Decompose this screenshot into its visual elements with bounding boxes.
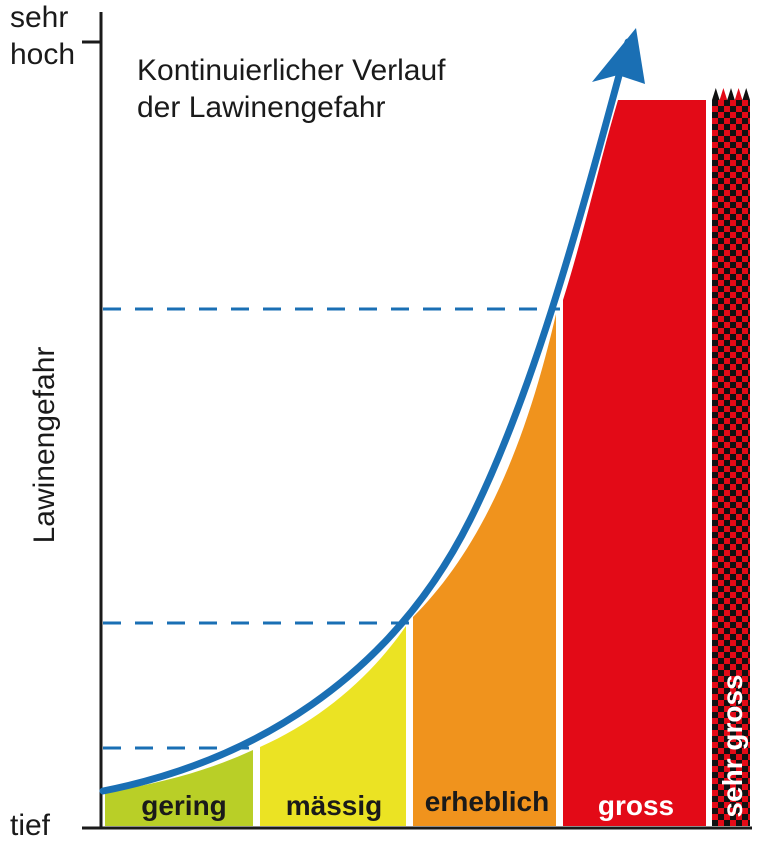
y-bottom-label: tief: [10, 809, 51, 842]
sehr-gross-top-spike: [742, 88, 750, 100]
category-label-maessig: mässig: [286, 790, 383, 821]
y-axis-title: Lawinengefahr: [28, 347, 61, 544]
band-erheblich: [413, 314, 556, 826]
band-maessig: [260, 626, 406, 826]
category-label-sehr-gross: sehr gross: [717, 674, 748, 817]
continuous-danger-curve: [99, 38, 632, 795]
y-top-label-line-1: sehr: [10, 1, 68, 34]
sehr-gross-top-spike: [712, 88, 720, 100]
chart-title-line-1: Kontinuierlicher Verlauf: [137, 54, 446, 87]
danger-level-bands: [105, 88, 750, 826]
band-gering: [105, 750, 253, 826]
sehr-gross-top-spike: [727, 88, 735, 100]
band-gross: [563, 100, 706, 826]
curve-arrowhead: [592, 28, 645, 84]
band-sehr-gross: [712, 100, 750, 826]
category-label-gering: gering: [141, 790, 227, 821]
category-labels: gering mässig erheblich gross sehr gross: [141, 674, 748, 821]
threshold-lines: [103, 307, 560, 750]
sehr-gross-top-spike: [734, 88, 743, 100]
category-label-erheblich: erheblich: [425, 786, 549, 817]
y-top-label-line-2: hoch: [10, 38, 75, 71]
chart-title-line-2: der Lawinengefahr: [137, 91, 386, 124]
sehr-gross-top-spike: [719, 88, 728, 100]
category-label-gross: gross: [598, 790, 674, 821]
